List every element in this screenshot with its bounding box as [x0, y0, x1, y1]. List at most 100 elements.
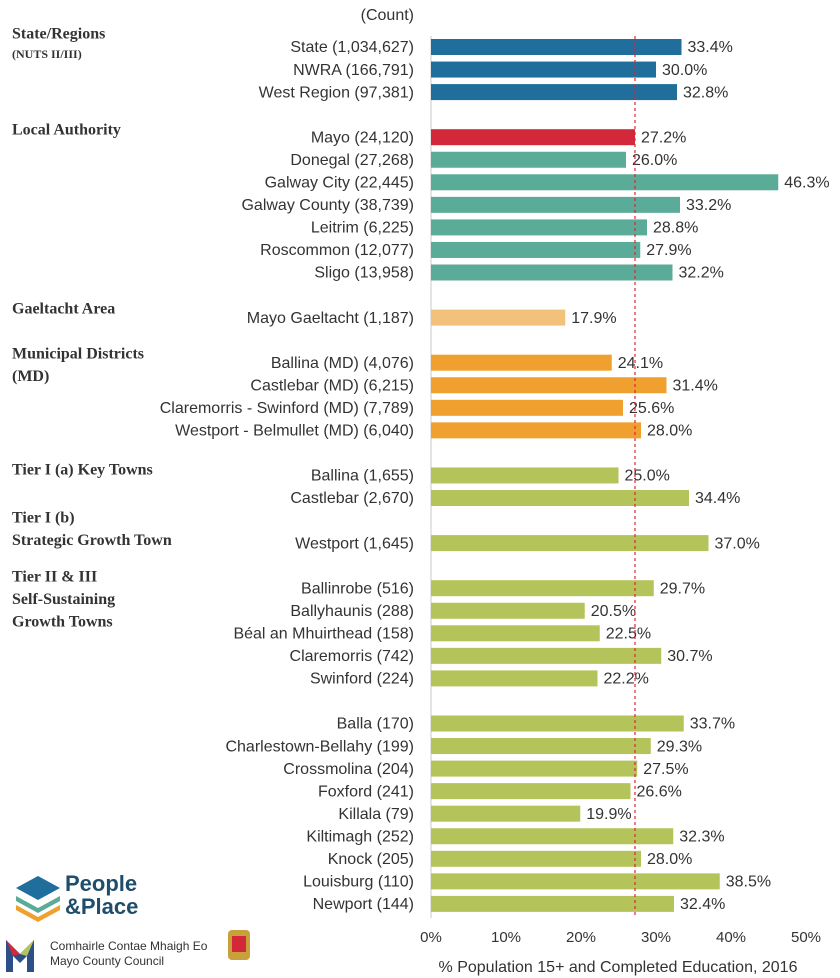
bar: [431, 895, 674, 912]
bar: [431, 354, 612, 371]
value-label: 29.3%: [657, 738, 702, 755]
group-label: Tier II & III: [12, 569, 97, 586]
group-label: State/Regions: [12, 26, 105, 43]
category-label: State (1,034,627): [290, 39, 414, 56]
x-axis-label: % Population 15+ and Completed Education…: [439, 959, 798, 976]
bar: [431, 309, 566, 326]
value-label: 30.0%: [662, 62, 707, 79]
council-logo: Comhairle Contae Mhaigh Eo Mayo County C…: [6, 930, 250, 972]
value-label: 27.2%: [641, 129, 686, 146]
bar: [431, 805, 581, 822]
council-text: Comhairle Contae Mhaigh Eo: [50, 939, 208, 953]
value-label: 22.2%: [604, 671, 649, 688]
category-label: Ballina (1,655): [311, 468, 414, 485]
value-label: 34.4%: [695, 490, 740, 507]
category-label: Claremorris - Swinford (MD) (7,789): [160, 400, 414, 417]
value-label: 28.8%: [653, 220, 698, 237]
category-label: Mayo Gaeltacht (1,187): [247, 310, 414, 327]
group-label: Local Authority: [12, 122, 121, 139]
group-label: Gaeltacht Area: [12, 301, 115, 318]
value-label: 24.1%: [618, 355, 663, 372]
group-label: Strategic Growth Town: [12, 532, 172, 549]
bar: [431, 241, 641, 258]
category-label: Castlebar (2,670): [290, 490, 414, 507]
category-label: Ballinrobe (516): [301, 580, 414, 597]
value-label: 29.7%: [660, 580, 705, 597]
category-label: Mayo (24,120): [311, 129, 414, 146]
value-label: 22.5%: [606, 626, 651, 643]
bar: [431, 219, 647, 236]
bar: [431, 850, 641, 867]
bar: [431, 715, 684, 732]
bar: [431, 84, 677, 101]
value-label: 33.7%: [690, 716, 735, 733]
brand-logo: People &Place: [16, 871, 138, 922]
group-label: (MD): [12, 368, 49, 385]
value-label: 19.9%: [586, 806, 631, 823]
x-tick-label: 20%: [566, 929, 596, 946]
bar: [431, 738, 651, 755]
x-tick-label: 30%: [641, 929, 671, 946]
bar: [431, 151, 626, 168]
council-text: Mayo County Council: [50, 954, 164, 968]
x-tick-label: 40%: [716, 929, 746, 946]
value-label: 32.3%: [679, 828, 724, 845]
category-label: Donegal (27,268): [290, 152, 414, 169]
group-label: (NUTS II/III): [12, 47, 82, 61]
x-tick-label: 0%: [420, 929, 442, 946]
category-label: Louisburg (110): [303, 874, 414, 891]
value-label: 25.0%: [625, 468, 670, 485]
bar: [431, 490, 689, 506]
category-label: Charlestown-Bellahy (199): [225, 738, 414, 755]
brand-text: People: [65, 871, 137, 896]
bar: [431, 129, 635, 146]
category-label: Galway County (38,739): [241, 197, 414, 214]
category-label: Swinford (224): [310, 671, 414, 688]
value-label: 37.0%: [715, 535, 760, 552]
x-tick-label: 50%: [791, 929, 821, 946]
group-label: Self-Sustaining: [12, 591, 115, 608]
category-label: Balla (170): [337, 716, 414, 733]
value-label: 32.8%: [683, 84, 728, 101]
category-label: Roscommon (12,077): [260, 242, 414, 259]
value-label: 31.4%: [673, 377, 718, 394]
value-label: 33.4%: [688, 39, 733, 56]
bar: [431, 602, 585, 619]
value-label: 30.7%: [667, 648, 712, 665]
x-tick-label: 10%: [491, 929, 521, 946]
value-label: 46.3%: [784, 175, 829, 192]
bar: [431, 377, 667, 394]
group-label: Municipal Districts: [12, 346, 144, 363]
category-label: Foxford (241): [318, 783, 414, 800]
value-label: 25.6%: [629, 400, 674, 417]
category-label: Ballyhaunis (288): [290, 603, 414, 620]
category-label: Galway City (22,445): [265, 175, 414, 192]
category-label: Crossmolina (204): [283, 761, 414, 778]
value-label: 26.0%: [632, 152, 677, 169]
brand-text: &Place: [65, 894, 138, 919]
value-label: 32.4%: [680, 896, 725, 913]
category-label: Killala (79): [338, 806, 414, 823]
bar: [431, 264, 673, 281]
value-label: 32.2%: [679, 265, 724, 282]
bar: [431, 196, 680, 213]
group-label: Tier I (b): [12, 510, 75, 527]
category-label: Béal an Mhuirthead (158): [233, 626, 414, 643]
category-label: Knock (205): [328, 851, 414, 868]
bar: [431, 39, 682, 55]
category-label: Ballina (MD) (4,076): [271, 355, 414, 372]
value-label: 20.5%: [591, 603, 636, 620]
category-label: Westport - Belmullet (MD) (6,040): [175, 423, 414, 440]
category-label: Westport (1,645): [295, 535, 414, 552]
category-label: NWRA (166,791): [293, 62, 414, 79]
value-label: 33.2%: [686, 197, 731, 214]
group-label: Tier I (a) Key Towns: [12, 462, 153, 479]
bar: [431, 625, 600, 642]
value-label: 28.0%: [647, 423, 692, 440]
category-label: Leitrim (6,225): [311, 220, 414, 237]
value-label: 26.6%: [637, 783, 682, 800]
category-label: Claremorris (742): [290, 648, 414, 665]
category-label: West Region (97,381): [259, 84, 414, 101]
value-label: 27.9%: [646, 242, 691, 259]
category-label: Castlebar (MD) (6,215): [250, 377, 414, 394]
